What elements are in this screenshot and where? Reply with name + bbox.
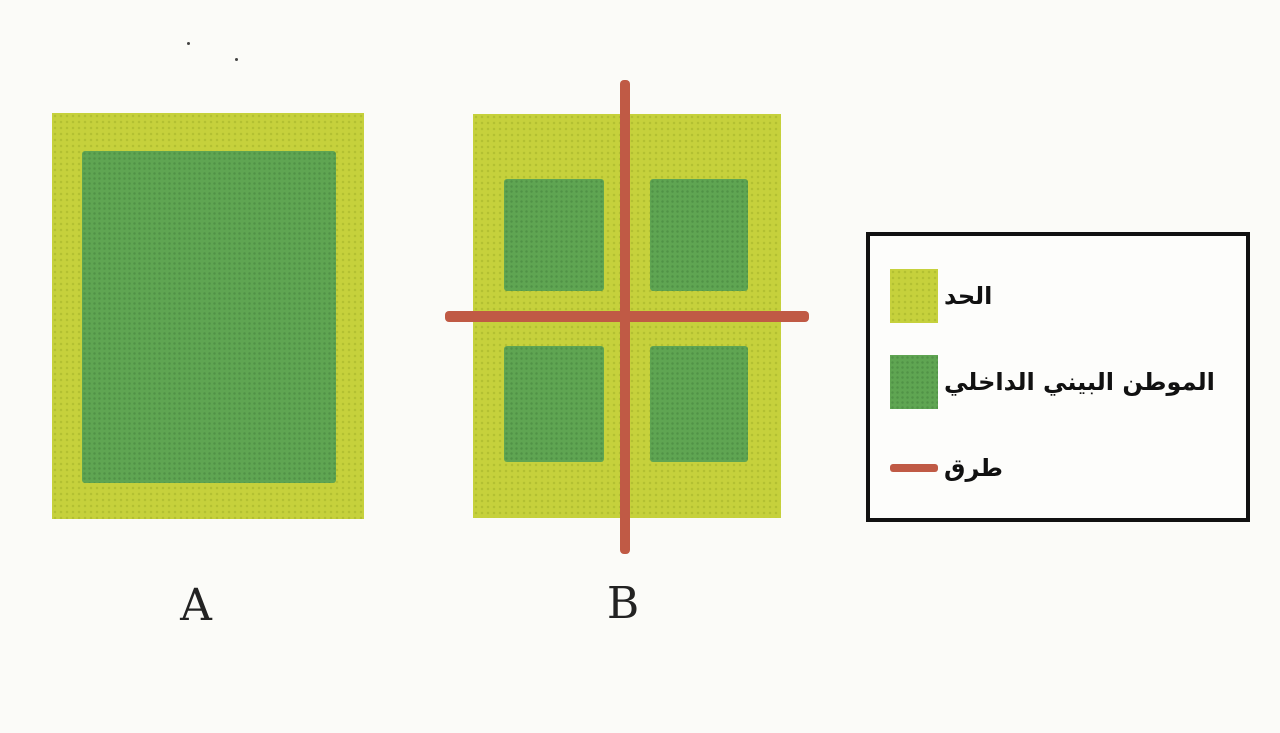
panel-a-label: A: [180, 580, 212, 631]
panel-b-road-horizontal: [445, 311, 809, 322]
scan-speck: [187, 42, 190, 45]
panel-b-interior-habitat-top-left: [504, 179, 604, 291]
legend-label-interior: الموطن البيني الداخلي: [944, 368, 1215, 396]
panel-b-interior-habitat-bottom-left: [504, 346, 604, 462]
panel-b-interior-habitat-top-right: [650, 179, 748, 291]
panel-a-edge-habitat: [52, 113, 364, 519]
panel-a-interior-habitat: [82, 151, 336, 483]
legend-swatch-interior: [890, 355, 938, 409]
legend-box: الحد الموطن البيني الداخلي طرق: [866, 232, 1250, 522]
panel-b-label: B: [606, 578, 640, 629]
legend-item-edge: الحد: [890, 266, 1234, 326]
legend-label-road: طرق: [944, 454, 1003, 482]
legend-label-edge: الحد: [944, 282, 993, 310]
legend-swatch-road: [890, 464, 938, 472]
legend-item-road: طرق: [890, 438, 1234, 498]
legend-swatch-edge: [890, 269, 938, 323]
legend-item-interior: الموطن البيني الداخلي: [890, 352, 1234, 412]
panel-b-interior-habitat-bottom-right: [650, 346, 748, 462]
scan-speck: [235, 58, 238, 61]
